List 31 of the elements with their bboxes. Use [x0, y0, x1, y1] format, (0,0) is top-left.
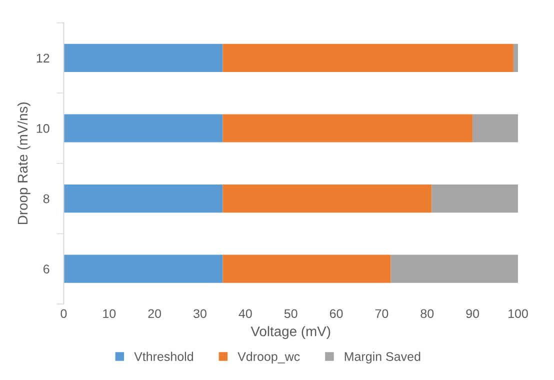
y-tick-label: 12: [36, 54, 50, 62]
bar: [222, 184, 432, 213]
legend-label: Vthreshold: [134, 352, 194, 361]
bar: [222, 254, 391, 283]
x-tick-label: 50: [284, 309, 298, 318]
bar: [64, 184, 223, 213]
x-tick-label: 70: [375, 309, 388, 318]
bar: [64, 44, 223, 72]
bar: [390, 254, 518, 283]
x-tick-label: 10: [103, 309, 116, 318]
x-tick-label: 30: [194, 309, 206, 318]
x-tick-label: 60: [330, 309, 343, 318]
y-tick-label: 6: [44, 264, 50, 274]
x-tick-label: 40: [238, 309, 252, 318]
y-axis-title: Droop Rate (mV/ns): [17, 102, 30, 224]
y-tick-label: 8: [43, 194, 50, 204]
legend-label: Vdroop_wc: [238, 352, 300, 364]
y-tick-label: 10: [36, 124, 50, 133]
x-tick-label: 80: [420, 309, 434, 318]
x-tick-label: 90: [466, 309, 480, 318]
x-axis-title: Voltage (mV): [250, 326, 330, 340]
bar: [472, 114, 518, 142]
bar: [64, 114, 223, 142]
bar: [222, 114, 473, 142]
bar: [432, 184, 518, 213]
bar: [222, 44, 514, 72]
legend-label: Margin Saved: [344, 352, 420, 364]
x-tick-label: 20: [148, 309, 162, 318]
x-tick-label: 0: [60, 309, 67, 318]
bar: [64, 254, 223, 283]
x-tick-label: 100: [508, 309, 528, 318]
